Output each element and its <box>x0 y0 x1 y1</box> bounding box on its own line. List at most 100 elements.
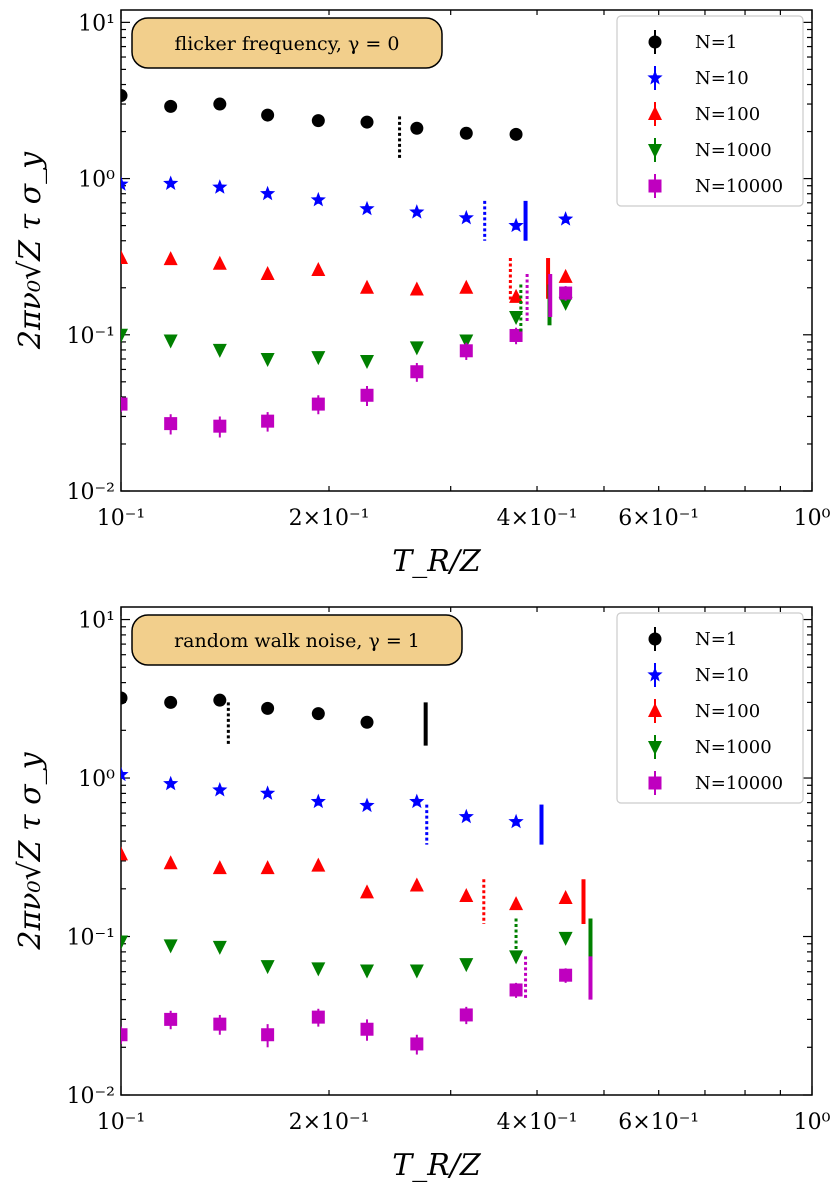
data-point <box>163 334 178 349</box>
data-point <box>212 860 227 875</box>
data-point <box>459 126 473 140</box>
data-point <box>163 775 179 791</box>
data-point <box>509 896 524 911</box>
legend-marker <box>648 632 662 646</box>
data-point <box>121 176 129 191</box>
data-point <box>311 397 325 411</box>
data-point <box>260 265 275 280</box>
legend-label: N=100 <box>695 701 760 722</box>
legend-label: N=10000 <box>695 176 783 197</box>
data-point <box>213 419 227 433</box>
series-N=10 <box>121 766 524 829</box>
data-point <box>212 343 227 358</box>
y-tick-label: 10⁻² <box>67 1084 115 1109</box>
data-point <box>261 108 275 122</box>
data-point <box>360 1022 374 1036</box>
data-point <box>121 691 128 705</box>
data-point <box>311 962 326 977</box>
y-tick-label: 10¹ <box>78 11 115 36</box>
data-point <box>409 964 424 979</box>
legend-label: N=100 <box>695 104 760 125</box>
data-point <box>360 964 375 979</box>
legend-marker <box>648 179 662 193</box>
data-point <box>559 968 573 982</box>
annotation-background <box>131 614 463 666</box>
data-point <box>410 121 424 135</box>
data-point <box>260 352 275 367</box>
data-point <box>163 175 179 190</box>
data-point <box>458 808 474 824</box>
x-tick-label: 4×10⁻¹ <box>497 506 578 531</box>
legend-marker <box>648 741 662 755</box>
data-point <box>508 813 524 829</box>
x-tick-label: 6×10⁻¹ <box>618 506 699 531</box>
data-point <box>260 185 276 201</box>
data-point <box>164 417 178 431</box>
data-point <box>360 115 374 129</box>
data-point <box>509 288 524 303</box>
data-point <box>558 296 573 311</box>
legend-marker <box>647 667 663 682</box>
data-point <box>261 1028 275 1042</box>
data-point <box>163 939 178 954</box>
series-N=1000 <box>121 931 573 979</box>
data-point <box>409 281 424 296</box>
data-point <box>310 793 326 809</box>
data-point <box>212 255 227 270</box>
data-point <box>410 365 424 379</box>
legend-box <box>616 612 804 804</box>
x-axis-label: T_R/Z <box>392 1148 482 1183</box>
legend: N=1 N=10 N=100 N=1000 N=10000 <box>616 15 804 207</box>
data-point <box>459 958 474 973</box>
data-point <box>409 877 424 892</box>
data-point <box>311 114 325 128</box>
data-point <box>311 261 326 276</box>
data-point <box>558 931 573 946</box>
data-point <box>164 1012 178 1026</box>
legend-marker <box>648 703 662 717</box>
data-point <box>163 251 178 266</box>
data-point <box>213 97 227 111</box>
y-tick-label: 10¹ <box>78 609 115 634</box>
legend-marker <box>647 70 663 85</box>
data-point <box>164 99 178 113</box>
annotation-text: flicker frequency, γ = 0 <box>175 33 400 55</box>
y-axis-label: 2πν₀√Z τ σ_y <box>13 151 48 350</box>
data-point <box>359 200 375 216</box>
legend-marker <box>648 144 662 158</box>
data-point <box>360 354 375 369</box>
series-N=100 <box>121 846 573 911</box>
data-point <box>213 693 227 707</box>
legend-marker <box>648 776 662 790</box>
data-point <box>559 286 573 300</box>
data-layer <box>121 89 574 438</box>
data-point <box>508 217 524 233</box>
data-point <box>459 1008 473 1022</box>
data-point <box>121 328 128 343</box>
data-point <box>311 857 326 872</box>
series-N=10000 <box>121 286 573 438</box>
data-point <box>163 855 178 870</box>
annotation-text: random walk noise, γ = 1 <box>174 630 420 652</box>
legend-label: N=10 <box>695 68 749 89</box>
data-point <box>121 846 128 861</box>
data-point <box>121 766 129 782</box>
legend-label: N=10 <box>695 665 749 686</box>
data-point <box>558 889 573 904</box>
data-point <box>121 89 128 103</box>
legend-label: N=1000 <box>695 140 772 161</box>
data-point <box>360 715 374 729</box>
data-point <box>260 785 276 800</box>
data-point <box>311 1010 325 1024</box>
series-N=1 <box>121 691 374 729</box>
data-point <box>409 793 425 809</box>
data-point <box>260 860 275 875</box>
data-point <box>121 250 128 265</box>
x-tick-label: 2×10⁻¹ <box>289 1110 370 1135</box>
data-point <box>164 695 178 709</box>
data-point <box>359 797 375 813</box>
legend-label: N=1 <box>695 32 737 53</box>
y-tick-label: 10⁻² <box>67 480 115 505</box>
data-point <box>212 179 228 194</box>
